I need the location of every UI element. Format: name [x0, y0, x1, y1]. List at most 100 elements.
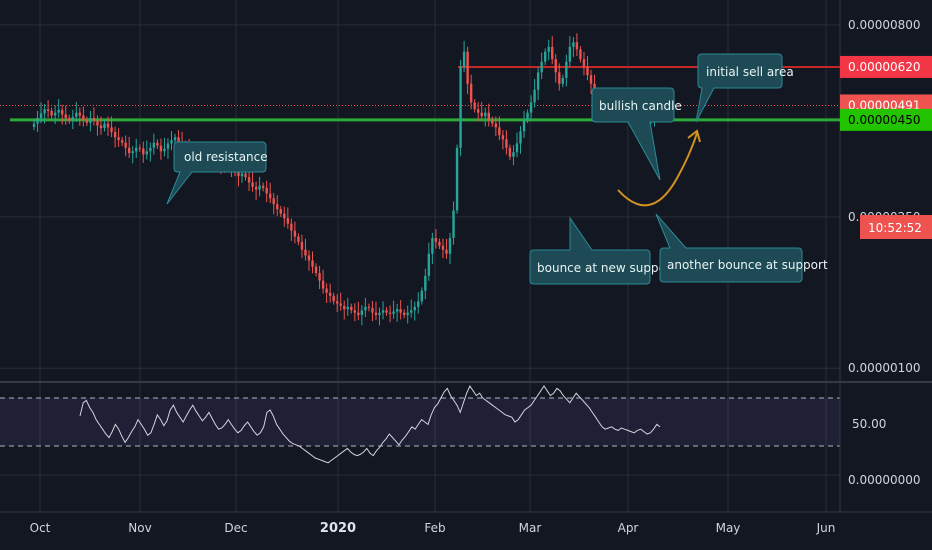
candle [445, 238, 448, 259]
time-tick-label: Dec [224, 521, 247, 535]
price-badge-label: 0.00000450 [848, 113, 921, 127]
candle-body [427, 253, 431, 276]
candle [477, 102, 480, 122]
candle [145, 140, 149, 160]
candle [498, 116, 501, 141]
candle [357, 301, 360, 321]
candle-body [283, 213, 286, 219]
candle [311, 251, 314, 274]
candle-body [131, 151, 134, 154]
candle [293, 221, 297, 244]
candle-body [237, 171, 240, 177]
countdown-badge: 10:52:52 [860, 215, 932, 239]
candle [519, 126, 522, 154]
note-initial-sell-area-text: initial sell area [706, 65, 794, 79]
candle [99, 116, 103, 135]
candle [318, 265, 321, 290]
candle-body [307, 255, 311, 261]
candle-body [32, 123, 36, 127]
candle [434, 229, 438, 249]
candle [39, 102, 43, 124]
candle-body [145, 151, 149, 155]
candle [279, 205, 282, 217]
candle [392, 300, 395, 319]
candle-body [374, 312, 378, 316]
candle-body [452, 210, 455, 239]
candle-body [276, 204, 279, 210]
candle [491, 116, 494, 127]
candle-body [311, 260, 314, 267]
candle-body [417, 301, 420, 307]
candle-body [536, 72, 540, 90]
candle [543, 48, 547, 66]
candle-body [293, 230, 297, 237]
candle-body [173, 137, 177, 141]
candle [92, 107, 96, 126]
candle-body [424, 275, 427, 291]
candle-body [406, 312, 409, 316]
candle [124, 135, 127, 157]
note-another-bounce-text: another bounce at support [667, 258, 828, 272]
note-another-bounce[interactable]: another bounce at support [655, 213, 828, 283]
candle [276, 195, 279, 216]
candle [152, 133, 156, 155]
candle-body [579, 49, 582, 60]
candle [78, 107, 82, 126]
candle-body [572, 42, 575, 47]
candle [536, 67, 540, 100]
candle-body [339, 303, 342, 306]
candle-body [325, 288, 328, 293]
candle [508, 144, 512, 161]
candle [417, 292, 420, 314]
candle [131, 146, 134, 164]
candle [297, 233, 300, 246]
candle [269, 182, 272, 204]
note-old-resistance[interactable]: old resistance [166, 141, 268, 205]
candle-body [575, 42, 579, 50]
candle-body [540, 61, 543, 73]
candle [378, 307, 381, 326]
candle-body [89, 118, 92, 123]
candle [431, 232, 434, 264]
note-initial-sell-area[interactable]: initial sell area [695, 53, 794, 123]
time-axis[interactable]: Oct Nov Dec 2020 Feb Mar Apr May Jun [30, 521, 836, 536]
candle-body [582, 59, 586, 67]
candle-body [395, 309, 399, 312]
candle-body [392, 311, 395, 314]
price-tick-label: 0.00000800 [848, 18, 921, 32]
candle-body [508, 147, 512, 157]
candle-body [438, 241, 441, 246]
candle-body [39, 113, 43, 119]
candle [339, 292, 342, 311]
candle [89, 110, 92, 132]
candle-body [71, 116, 74, 121]
candle-body [353, 310, 357, 313]
candle-body [269, 193, 272, 199]
note-bounce-new-support[interactable]: bounce at new support [529, 216, 676, 285]
candle [565, 54, 568, 87]
candle [300, 234, 304, 259]
note-bullish-candle[interactable]: bullish candle [591, 87, 682, 181]
candle [61, 104, 64, 125]
candle [36, 110, 39, 133]
candle [484, 107, 487, 127]
candle [487, 103, 490, 127]
projection-arrowhead [687, 129, 701, 143]
candle-body [156, 142, 159, 146]
candle-body [82, 115, 85, 120]
candle-body [515, 143, 519, 153]
candle [399, 300, 402, 320]
candle-body [138, 147, 141, 149]
candle-body [297, 236, 300, 242]
candle [321, 269, 325, 294]
candle-body [68, 118, 71, 121]
candle-body [314, 266, 318, 274]
price-axis[interactable]: 0.00000800 0.00000250 0.00000100 50.00 0… [848, 18, 921, 487]
time-tick-label: Nov [128, 521, 151, 535]
candle-body [96, 120, 99, 126]
candle-body [279, 209, 282, 214]
candle-body [332, 295, 335, 302]
candle-body [113, 132, 117, 138]
candle [173, 133, 177, 144]
